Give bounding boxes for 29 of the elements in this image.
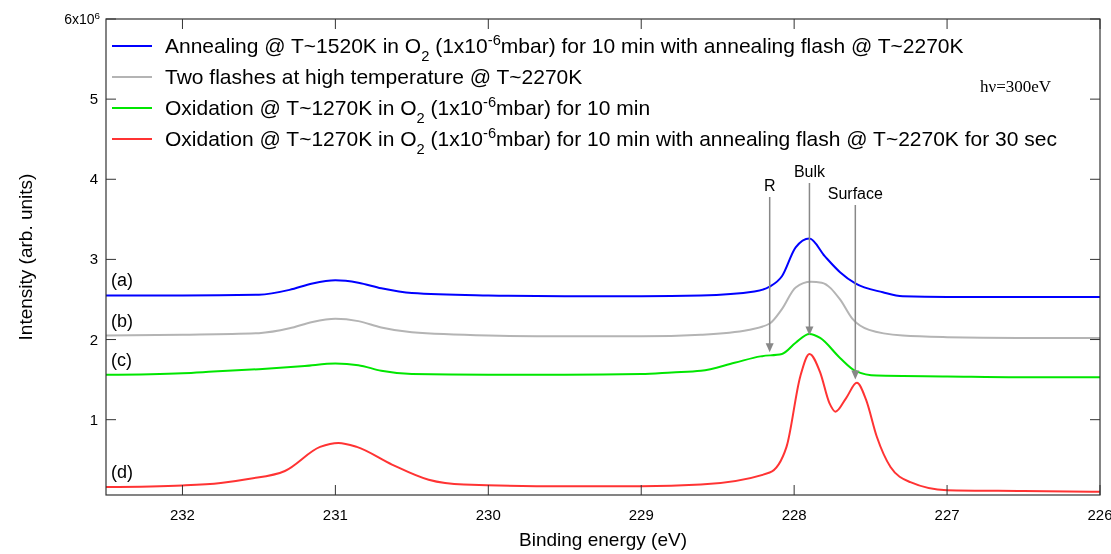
legend-label: Oxidation @ T~1270K in O$_{2}$ (1x10$^{-6}$mbar) for 10 min with annealing flash @ T~2270K for 30 sec bbox=[165, 125, 1057, 157]
annotation: (c) bbox=[111, 349, 132, 370]
x-tick-label: 229 bbox=[628, 506, 654, 523]
x-tick-label: 226 bbox=[1087, 506, 1111, 523]
x-tick-label: 232 bbox=[169, 506, 195, 523]
x-tick-label: 228 bbox=[781, 506, 807, 523]
line-series bbox=[106, 237, 1100, 299]
y-tick-label: 5 bbox=[89, 90, 98, 108]
y-tick-label: 3 bbox=[89, 250, 98, 268]
legend-label: Oxidation @ T~1270K in O$_{2}$ (1x10$^{-6}$mbar) for 10 min bbox=[165, 94, 651, 126]
legend-label: Annealing @ T~1520K in O$_{2}$ (1x10$^{-6}$mbar) for 10 min with annealing flash @ T~2270K bbox=[165, 32, 964, 64]
annotation: R bbox=[763, 177, 776, 194]
y-axis-title: Intensity (arb. units) bbox=[15, 173, 36, 341]
annotation: Surface bbox=[827, 185, 883, 202]
annotation: (b) bbox=[111, 310, 133, 331]
line-series bbox=[106, 352, 1100, 493]
text: 6x10$^{6}$ bbox=[64, 9, 101, 27]
x-tick-label: 227 bbox=[934, 506, 960, 523]
x-tick-label: 231 bbox=[322, 506, 348, 523]
x-tick-label: 230 bbox=[475, 506, 501, 523]
annotation: (a) bbox=[111, 270, 133, 291]
x-axis-title: Binding energy (eV) bbox=[519, 529, 687, 550]
y-tick-label: 2 bbox=[89, 330, 98, 348]
y-tick-label: 4 bbox=[89, 170, 98, 188]
legend-label: Two flashes at high temperature @ T~2270K bbox=[165, 65, 583, 88]
annotation: Bulk bbox=[793, 163, 827, 180]
y-tick-label: 1 bbox=[89, 410, 98, 428]
annotation: (d) bbox=[111, 461, 133, 482]
annotation: hν=300eV bbox=[980, 77, 1052, 96]
